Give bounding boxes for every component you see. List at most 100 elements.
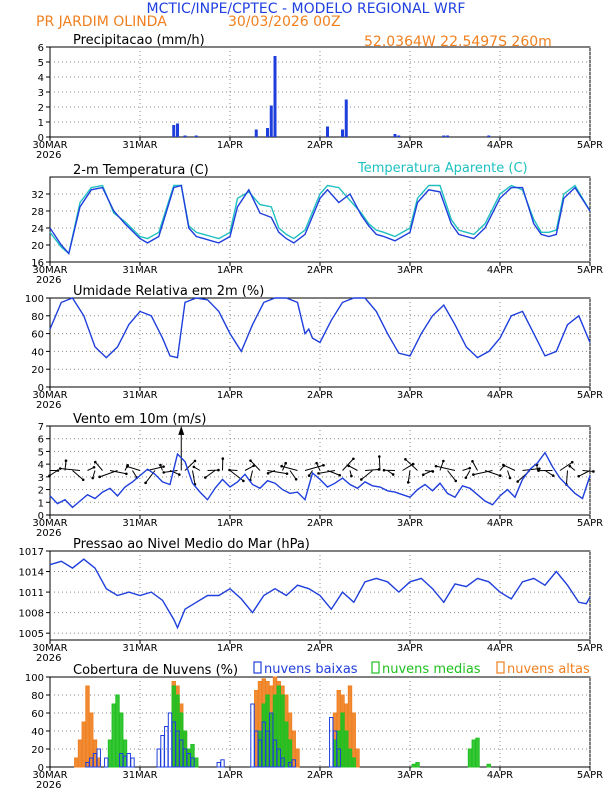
- wind-vector: [146, 471, 155, 483]
- mid-cloud-bar: [281, 695, 284, 767]
- wind-vector: [305, 465, 324, 470]
- header-station: PR JARDIM OLINDA: [36, 14, 167, 30]
- wind-vector-head: [217, 469, 220, 472]
- mid-cloud-bar: [468, 749, 471, 767]
- rh-ytick-label: 80: [31, 312, 44, 323]
- precip-bar: [270, 106, 273, 138]
- mid-cloud-bar: [120, 713, 123, 767]
- precip-date-label: 3APR: [397, 140, 423, 151]
- wind-ytick-label: 6: [38, 435, 44, 446]
- clouds-date-label: 5APR: [577, 770, 603, 781]
- high-cloud-bar: [292, 731, 295, 767]
- pressure-date-label: 3APR: [397, 643, 423, 654]
- mid-cloud-bar: [112, 704, 115, 767]
- precip-bar: [274, 56, 277, 137]
- wind-vector: [472, 461, 477, 470]
- mid-cloud-bar: [273, 695, 276, 767]
- wind-date-label: 4APR: [487, 518, 513, 529]
- wind-vector-head: [162, 471, 165, 474]
- wind-vector-head: [98, 476, 101, 479]
- wind-vector: [436, 466, 455, 470]
- clouds-date-label: 2APR: [307, 770, 333, 781]
- mid-cloud-bar: [123, 740, 126, 767]
- wind-vector-head: [571, 461, 574, 464]
- wind-vector-head: [338, 474, 341, 477]
- wind-vector: [245, 466, 254, 471]
- low-cloud-bar: [127, 754, 130, 768]
- mid-cloud-bar: [108, 740, 111, 767]
- wind-date-label: 5APR: [577, 518, 603, 529]
- high-cloud-bar: [82, 722, 85, 767]
- mid-cloud-bar: [348, 749, 351, 767]
- pressure-date-label: 1APR: [217, 643, 243, 654]
- wind-vector-head: [577, 475, 580, 478]
- wind-ytick-label: 3: [38, 473, 44, 484]
- precip-bar: [184, 136, 187, 138]
- wind-vector-head: [286, 472, 289, 475]
- clouds-date-label: 1APR: [217, 770, 243, 781]
- cloud-legend-box: [497, 662, 504, 673]
- precip-ytick-label: 1: [38, 118, 44, 129]
- temp-year-label: 2026: [36, 275, 61, 286]
- wind-vector-head: [193, 466, 196, 469]
- mid-cloud-bar: [412, 764, 415, 767]
- low-cloud-bar: [161, 736, 164, 768]
- mid-cloud-bar: [262, 704, 265, 767]
- wind-vector-head: [317, 472, 320, 475]
- wind-date-label: 3APR: [397, 518, 423, 529]
- wind-vector: [49, 471, 57, 476]
- rh-date-label: 31MAR: [122, 390, 157, 401]
- precip-bar: [172, 125, 175, 137]
- pressure-ytick-label: 1005: [19, 629, 44, 640]
- wind-vector-head: [422, 473, 425, 476]
- wind-vector-head: [407, 481, 410, 484]
- wind-vector: [100, 471, 118, 477]
- wind-vector-head: [178, 473, 181, 476]
- low-cloud-bar: [221, 760, 224, 767]
- wind-date-label: 2APR: [307, 518, 333, 529]
- high-cloud-bar: [75, 758, 78, 767]
- wind-vector-head: [472, 473, 475, 476]
- wind-vector: [349, 466, 358, 471]
- precip-date-label: 2APR: [307, 140, 333, 151]
- wind-vector-head: [204, 476, 207, 479]
- wind-vector-head: [159, 464, 162, 467]
- temp-ytick-label: 32: [31, 190, 44, 201]
- wind-vector-head: [295, 478, 298, 481]
- precip-bar: [266, 128, 269, 137]
- cloud-legend-box: [254, 662, 261, 673]
- pressure-ytick-label: 1011: [19, 588, 44, 599]
- wind-vector: [579, 471, 590, 477]
- wind-vector-head: [315, 462, 318, 465]
- wind-vector: [440, 461, 443, 471]
- wind-ytick-label: 5: [38, 447, 44, 458]
- high-cloud-bar: [255, 691, 258, 768]
- wind-vector: [60, 469, 80, 471]
- precip-bar: [255, 130, 258, 138]
- precip-bar: [442, 136, 445, 138]
- low-cloud-bar: [131, 758, 134, 767]
- temp-date-label: 31MAR: [122, 265, 157, 276]
- mid-cloud-bar: [277, 686, 280, 767]
- wind-vector-head: [509, 477, 512, 480]
- wind-vector-head: [194, 460, 197, 463]
- clouds-date-label: 3APR: [397, 770, 423, 781]
- cloud-legend-label: nuvens altas: [507, 662, 590, 677]
- wind-vector-head: [308, 474, 311, 477]
- precip-bar: [341, 130, 344, 138]
- wind-vector: [379, 457, 380, 471]
- mid-cloud-bar: [285, 722, 288, 767]
- wind-vector-head: [499, 474, 502, 477]
- precip-bar: [345, 100, 348, 138]
- wind-vector-head: [392, 473, 395, 476]
- high-cloud-bar: [86, 686, 89, 767]
- wind-vector-head: [435, 465, 438, 468]
- wind-line: [50, 453, 590, 508]
- wind-vector: [73, 471, 84, 480]
- high-cloud-bar: [90, 713, 93, 767]
- cloud-legend-label: nuvens medias: [382, 662, 481, 677]
- clouds-ytick-label: 100: [25, 673, 44, 684]
- wind-vector: [405, 459, 417, 470]
- pressure-date-label: 31MAR: [122, 643, 157, 654]
